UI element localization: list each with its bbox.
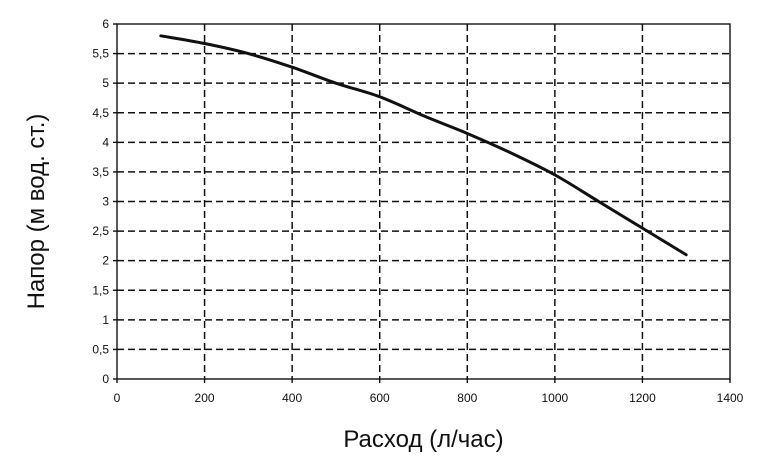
y-tick-label: 1 bbox=[102, 313, 109, 327]
y-tick-label: 5 bbox=[102, 76, 109, 90]
y-tick-label: 0,5 bbox=[92, 342, 109, 356]
y-tick-label: 6 bbox=[102, 17, 109, 31]
y-axis-ticks: 0 0,5 1 1,5 2 2,5 3 3,5 4 4,5 5 5,5 6 bbox=[92, 17, 109, 386]
grid bbox=[117, 24, 730, 379]
y-tick-label: 1,5 bbox=[92, 283, 109, 297]
y-tick-label: 5,5 bbox=[92, 47, 109, 61]
x-tick-label: 0 bbox=[114, 391, 121, 405]
x-axis-ticks: 0 200 400 600 800 1000 1200 1400 bbox=[114, 391, 744, 405]
y-tick-label: 2,5 bbox=[92, 224, 109, 238]
y-tick-label: 3 bbox=[102, 195, 109, 209]
y-tick-label: 0 bbox=[102, 372, 109, 386]
y-tick-label: 4,5 bbox=[92, 106, 109, 120]
y-tick-label: 2 bbox=[102, 254, 109, 268]
x-tick-label: 600 bbox=[370, 391, 390, 405]
x-tick-label: 200 bbox=[195, 391, 215, 405]
x-tick-label: 1200 bbox=[629, 391, 656, 405]
y-tick-label: 3,5 bbox=[92, 165, 109, 179]
head-flow-curve bbox=[159, 34, 688, 257]
axes bbox=[113, 23, 731, 383]
x-tick-label: 1000 bbox=[542, 391, 569, 405]
x-axis-title: Расход (л/час) bbox=[343, 426, 503, 453]
series bbox=[159, 34, 688, 257]
y-axis-title: Напор (м вод. ст.) bbox=[23, 114, 50, 310]
y-tick-label: 4 bbox=[102, 135, 109, 149]
x-tick-label: 1400 bbox=[717, 391, 744, 405]
x-tick-label: 400 bbox=[282, 391, 302, 405]
x-tick-label: 800 bbox=[457, 391, 477, 405]
